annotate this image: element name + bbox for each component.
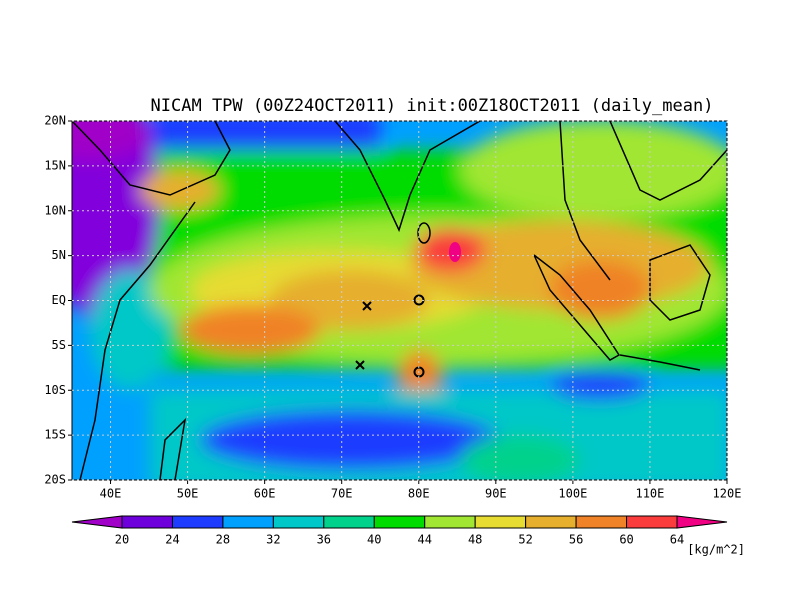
colorbar-label: 32 (266, 533, 280, 547)
colorbar-label: 28 (216, 533, 230, 547)
colorbar-label: 44 (418, 533, 432, 547)
x-tick-label: 90E (485, 487, 507, 501)
colorbar-label: 60 (619, 533, 633, 547)
colorbar-box (424, 515, 476, 529)
colorbar-box (323, 515, 375, 529)
y-tick-label: 5S (52, 338, 66, 352)
colorbar-box (222, 515, 274, 529)
coastlines (72, 121, 727, 480)
y-tick-label: 10S (44, 383, 66, 397)
x-tick-label: 120E (713, 487, 742, 501)
x-tick-label: 60E (254, 487, 276, 501)
x-tick-label: 110E (635, 487, 664, 501)
x-tick-label: 50E (177, 487, 199, 501)
colorbar-box (525, 515, 577, 529)
colorbar-label: 52 (518, 533, 532, 547)
colorbar-box (575, 515, 628, 529)
x-tick-label: 70E (331, 487, 353, 501)
colorbar-label: 36 (317, 533, 331, 547)
colorbar-box (121, 515, 173, 529)
y-tick-label: 20S (44, 473, 66, 487)
colorbar-box (171, 515, 224, 529)
colorbar-box (272, 515, 325, 529)
map-title: NICAM TPW (00Z24OCT2011) init:00Z18OCT20… (151, 96, 714, 116)
y-tick-label: 10N (44, 203, 66, 217)
y-tick-label: EQ (52, 293, 66, 307)
x-tick-label: 80E (408, 487, 430, 501)
colorbar-high (676, 515, 728, 529)
x-tick-label: 100E (558, 487, 587, 501)
colorbar-unit: [kg/m^2] (687, 543, 745, 557)
colorbar-label: 24 (165, 533, 179, 547)
colorbar-label: 64 (670, 533, 684, 547)
y-tick-label: 15S (44, 428, 66, 442)
colorbar-label: 56 (569, 533, 583, 547)
colorbar-box (373, 515, 426, 529)
y-tick-label: 5N (52, 248, 66, 262)
colorbar-low (71, 515, 123, 529)
colorbar-label: 40 (367, 533, 381, 547)
colorbar-label: 48 (468, 533, 482, 547)
colorbar-box (626, 515, 678, 529)
x-tick-label: 40E (100, 487, 122, 501)
colorbar-box (474, 515, 527, 529)
y-tick-label: 20N (44, 114, 66, 128)
colorbar-label: 20 (115, 533, 129, 547)
tpw-field (72, 121, 727, 480)
y-tick-label: 15N (44, 158, 66, 172)
